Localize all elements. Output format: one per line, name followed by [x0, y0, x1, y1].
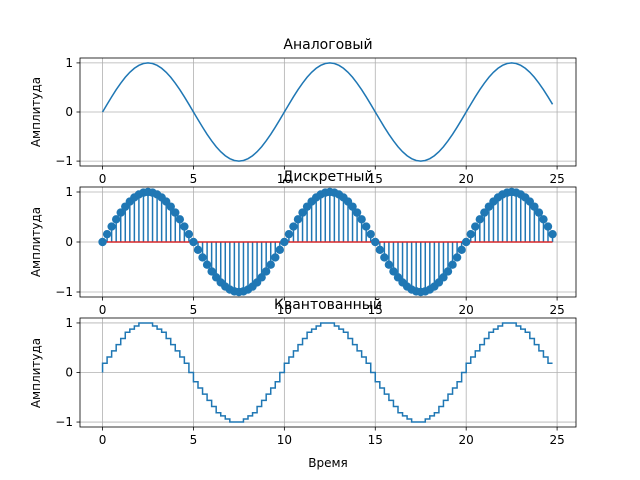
y-tick-label: 0: [65, 366, 73, 380]
stem-marker: [543, 222, 553, 231]
stem-marker: [384, 260, 394, 269]
panel-analog: 0 5 10 15 20 25 −1 0 1 Аналоговый Амплитуда: [29, 37, 577, 186]
stem-marker: [266, 260, 275, 269]
stem-marker: [452, 253, 462, 262]
stem-marker: [380, 253, 389, 262]
series-line: [101, 62, 554, 162]
stem-marker: [193, 245, 203, 255]
y-tick-label: 0: [65, 105, 73, 119]
x-tick-label: 0: [99, 303, 107, 317]
x-tick-label: 0: [99, 433, 107, 447]
y-tick-label: 1: [65, 316, 73, 330]
x-tick-label: 5: [190, 433, 198, 447]
stem-marker: [184, 229, 194, 239]
y-tick-label: 1: [65, 56, 73, 70]
stem-marker: [366, 229, 375, 239]
y-axis-label: Амплитуда: [29, 207, 43, 277]
stem-marker: [280, 237, 289, 247]
stem-marker: [171, 208, 180, 217]
x-tick-label: 0: [99, 172, 107, 186]
stem-marker: [166, 202, 175, 211]
panel-discrete: 0 5 10 15 20 25 −1 0 1 Дискретный Амплитуда: [29, 169, 577, 317]
x-tick-label: 15: [368, 172, 383, 186]
stem-marker: [534, 208, 544, 217]
stem-marker: [443, 267, 453, 276]
stem-marker: [471, 222, 480, 231]
x-tick-label: 10: [277, 433, 292, 447]
stem-marker: [189, 237, 198, 247]
stem-marker: [461, 237, 471, 247]
stem-marker: [261, 267, 271, 276]
y-axis-label: Амплитуда: [29, 338, 43, 408]
stem-marker: [271, 253, 280, 262]
x-tick-label: 20: [459, 303, 474, 317]
stem-marker: [348, 202, 357, 211]
stem-marker: [480, 208, 489, 217]
stem-marker: [389, 267, 398, 276]
stem-marker: [175, 215, 185, 224]
x-tick-label: 5: [190, 172, 198, 186]
stem-marker: [207, 267, 216, 276]
stem-marker: [457, 245, 466, 255]
stem-marker: [293, 215, 303, 224]
y-tick-label: −1: [55, 415, 73, 429]
x-tick-label: 15: [368, 433, 383, 447]
x-tick-label: 20: [459, 433, 474, 447]
chart-title: Дискретный: [282, 169, 373, 185]
stem-marker: [116, 208, 125, 217]
y-tick-label: −1: [55, 154, 73, 168]
stem-marker: [111, 215, 121, 224]
x-axis-label: Время: [308, 456, 348, 470]
stem-marker: [107, 222, 116, 231]
stem-marker: [298, 208, 307, 217]
stem-marker: [180, 222, 189, 231]
series-step-line: [101, 322, 553, 423]
x-tick-label: 10: [277, 172, 292, 186]
stem-marker: [475, 215, 485, 224]
stem-marker: [198, 253, 207, 262]
y-tick-label: 1: [65, 185, 73, 199]
stem-marker: [361, 222, 371, 231]
stem-marker: [352, 208, 362, 217]
stem-marker: [257, 273, 266, 282]
y-tick-label: 0: [65, 235, 73, 249]
x-tick-label: 20: [459, 172, 474, 186]
stem-marker: [202, 260, 212, 269]
stem-marker: [289, 222, 298, 231]
stem-marker: [448, 260, 457, 269]
stem-marker: [548, 229, 557, 239]
x-tick-label: 5: [190, 303, 198, 317]
x-tick-label: 25: [549, 433, 564, 447]
y-axis-label: Амплитуда: [29, 77, 43, 147]
panel-quantized: 0 5 10 15 20 25 −1 0 1 Квантованный Амплитуда Вр…: [29, 297, 577, 470]
stem-marker: [371, 237, 380, 247]
stem-marker: [539, 215, 548, 224]
stem-marker: [98, 237, 107, 247]
stem-marker: [102, 229, 112, 239]
x-tick-label: 10: [277, 303, 292, 317]
stem-marker: [530, 202, 539, 211]
chart-title: Квантованный: [274, 297, 382, 313]
x-tick-label: 15: [368, 303, 383, 317]
y-tick-label: −1: [55, 285, 73, 299]
chart-title: Аналоговый: [283, 37, 372, 53]
x-tick-label: 25: [549, 172, 564, 186]
stem-marker: [439, 273, 448, 282]
stem-marker: [275, 245, 285, 255]
stem-marker: [375, 245, 385, 255]
stem-marker: [357, 215, 366, 224]
x-tick-label: 25: [549, 303, 564, 317]
stem-marker: [466, 229, 475, 239]
stem-marker: [284, 229, 294, 239]
